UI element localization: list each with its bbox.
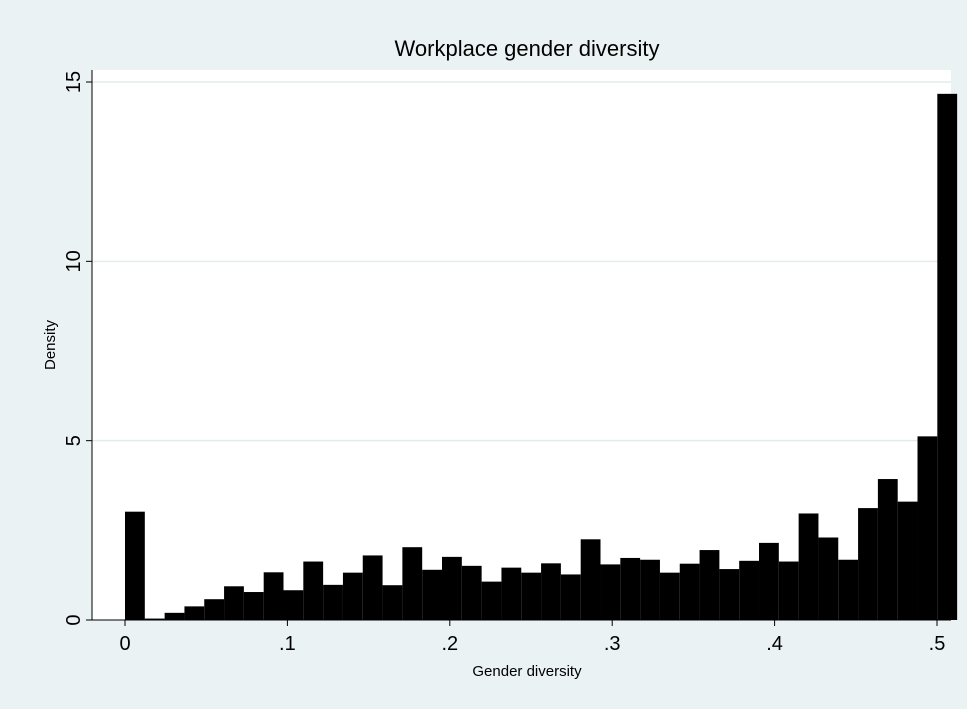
histogram-bar xyxy=(342,572,363,620)
histogram-bar xyxy=(184,606,205,620)
chart-title: Workplace gender diversity xyxy=(395,36,660,61)
histogram-bar xyxy=(897,501,918,620)
x-tick-label: .1 xyxy=(279,633,296,655)
histogram-bar xyxy=(778,561,799,620)
histogram-bar xyxy=(620,557,641,620)
plot-area xyxy=(92,70,951,620)
histogram-bar xyxy=(125,511,145,620)
histogram-bar xyxy=(481,581,502,620)
histogram-bar xyxy=(659,572,680,620)
gridlines xyxy=(92,81,951,442)
y-axis-ticks: 0 5 10 15 xyxy=(63,71,92,626)
histogram-bar xyxy=(858,508,878,620)
x-tick-label: .5 xyxy=(929,633,946,655)
histogram-bar xyxy=(560,574,581,620)
histogram-bar xyxy=(818,537,839,620)
histogram-bar xyxy=(541,563,561,620)
x-axis-label: Gender diversity xyxy=(472,663,582,680)
y-tick-label: 0 xyxy=(63,614,85,625)
x-axis-ticks: 0 .1 .2 .3 .4 .5 xyxy=(119,620,945,655)
histogram-bar xyxy=(144,618,165,620)
x-tick-label: .2 xyxy=(441,633,458,655)
x-tick-label: .4 xyxy=(766,633,783,655)
histogram-bar xyxy=(303,561,324,620)
histogram-bar xyxy=(323,584,343,620)
y-tick-label: 15 xyxy=(63,71,85,93)
histogram-bar xyxy=(699,550,720,620)
histogram-bar xyxy=(719,569,740,620)
histogram-bar xyxy=(679,563,700,620)
y-tick-label: 10 xyxy=(63,250,85,272)
histogram-bar xyxy=(422,569,443,620)
histogram-bar xyxy=(283,590,304,620)
histogram-bar xyxy=(640,559,660,620)
x-tick-label: 0 xyxy=(119,633,130,655)
histogram-bar xyxy=(580,539,601,620)
histogram-bar xyxy=(798,513,819,620)
histogram-bar xyxy=(362,555,383,620)
x-tick-label: .3 xyxy=(604,633,621,655)
histogram-bar xyxy=(402,547,423,620)
histogram-bar xyxy=(263,572,284,620)
histogram-bar xyxy=(164,612,185,620)
histogram-bar xyxy=(224,586,244,620)
histogram-bar xyxy=(759,542,779,620)
histogram-bar xyxy=(917,436,938,620)
histogram-bar xyxy=(521,572,542,620)
y-axis-label: Density xyxy=(42,319,59,370)
histogram-bar xyxy=(739,560,760,620)
histogram-bar xyxy=(442,556,462,620)
histogram-bar xyxy=(204,599,225,620)
bars xyxy=(125,93,958,620)
histogram-bar xyxy=(501,567,522,620)
histogram-bar xyxy=(600,564,621,620)
histogram-bar xyxy=(243,592,264,620)
histogram-bar xyxy=(877,479,898,620)
histogram-bar xyxy=(461,565,482,620)
y-tick-label: 5 xyxy=(63,435,85,446)
histogram-bar xyxy=(937,93,958,620)
histogram-bar xyxy=(382,585,403,620)
histogram-bar xyxy=(838,559,859,620)
